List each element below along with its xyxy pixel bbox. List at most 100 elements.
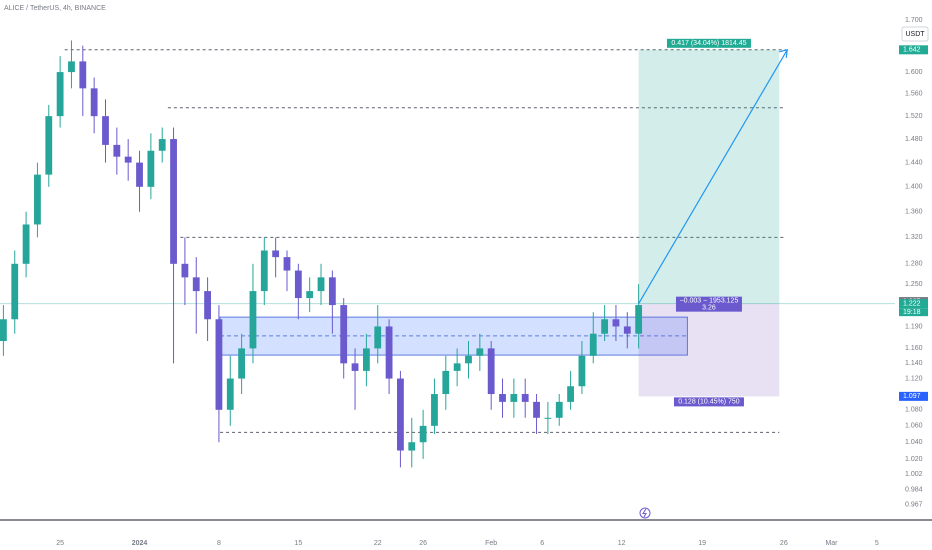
countdown-bg — [899, 308, 928, 317]
target-box — [638, 49, 780, 304]
candle-body — [79, 61, 87, 89]
candle-body — [431, 394, 438, 426]
stop-label-bg — [673, 397, 744, 407]
candle-body — [340, 305, 348, 364]
price-tag — [899, 299, 928, 309]
candle-body — [45, 116, 53, 175]
y-tick-label: 1.020 — [905, 456, 923, 463]
x-tick-label: 25 — [56, 540, 64, 547]
y-tick-label: 1.400 — [905, 184, 923, 191]
candle-body — [487, 348, 495, 395]
y-tick-label: 1.160 — [905, 345, 923, 352]
candle-body — [635, 305, 643, 334]
candle-body — [465, 355, 472, 364]
candle-body — [328, 277, 336, 306]
candle-body — [249, 291, 257, 349]
candle-body — [226, 378, 234, 410]
candle-body — [589, 333, 597, 356]
candle-body — [181, 263, 189, 278]
entry-label: −0.003 − 1953.125 — [680, 297, 739, 304]
candle-body — [601, 319, 609, 334]
candle-body — [567, 386, 574, 402]
candle-body — [192, 277, 200, 292]
x-tick-label: 5 — [875, 540, 879, 547]
candle-body — [419, 425, 427, 443]
candle-body — [147, 150, 155, 187]
arrow-head — [779, 49, 788, 58]
candle-body — [260, 250, 268, 292]
candle-body — [204, 291, 211, 320]
candle-body — [499, 394, 506, 402]
candle-body — [170, 139, 177, 264]
y-tick-label: 1.440 — [905, 159, 923, 166]
candle-body — [578, 355, 586, 387]
stop-label: 0.128 (10.45%) 750 — [678, 399, 740, 406]
candle-body — [623, 326, 631, 334]
x-tick-label: 8 — [217, 540, 221, 547]
countdown: 19:18 — [903, 309, 921, 316]
candle-body — [317, 277, 325, 292]
chart-title: ALICE / TetherUS, 4h, BINANCE — [4, 5, 106, 12]
y-tick-label: 1.190 — [905, 323, 923, 330]
candle-body — [68, 61, 75, 73]
candle-body — [408, 442, 416, 451]
y-tick-label: 1.480 — [905, 136, 923, 143]
candle-body — [238, 348, 246, 379]
y-tick-label: 1.080 — [905, 407, 923, 414]
y-tick-label: 1.040 — [905, 439, 923, 446]
y-tick-label: 1.280 — [905, 261, 923, 268]
x-tick-label: 15 — [294, 540, 302, 547]
x-tick-label: 6 — [540, 540, 544, 547]
currency[interactable]: USDT — [905, 31, 925, 38]
candle-body — [351, 363, 359, 371]
price-tag-label: 1.097 — [903, 393, 921, 400]
y-tick-label: 1.600 — [905, 69, 923, 76]
candle-body — [11, 263, 19, 320]
candle-body — [294, 270, 302, 299]
x-tick-label: Mar — [825, 540, 838, 547]
entry-sublabel: 3.26 — [702, 304, 716, 311]
candle-body — [476, 348, 484, 356]
y-tick-label: 0.967 — [905, 502, 923, 509]
y-tick-label: 1.320 — [905, 234, 923, 241]
x-tick-label: Feb — [485, 540, 497, 547]
candle-body — [510, 394, 518, 402]
x-tick-label: 2024 — [132, 540, 148, 547]
candle-body — [385, 326, 393, 379]
candle-body — [555, 401, 563, 418]
currency-box[interactable] — [901, 26, 929, 42]
candle-body — [0, 319, 7, 342]
candle-body — [374, 326, 382, 349]
y-tick-label: 1.002 — [905, 471, 923, 478]
candle-body — [124, 156, 132, 163]
x-tick-label: 22 — [374, 540, 382, 547]
candle-body — [272, 250, 280, 258]
candle-body — [442, 370, 450, 395]
candle-body — [90, 88, 98, 117]
candle-body — [102, 116, 109, 145]
candle-body — [34, 174, 41, 225]
candle-body — [612, 319, 620, 327]
y-tick-label: 1.250 — [905, 281, 923, 288]
candle-body — [453, 363, 461, 371]
x-tick-label: 26 — [780, 540, 788, 547]
projection-arrow — [638, 49, 788, 304]
candle-body — [136, 162, 143, 187]
price-tag-label: 1.222 — [903, 300, 921, 307]
candle-body — [56, 72, 64, 117]
candle-body — [22, 224, 30, 264]
candle-body — [521, 394, 529, 402]
y-tick-label: 1.360 — [905, 209, 923, 216]
target-label-bg — [666, 38, 751, 48]
y-tick-label: 1.560 — [905, 91, 923, 98]
y-tick-label: 1.700 — [905, 17, 923, 24]
candle-body — [306, 291, 314, 299]
target-label: 0.417 (34.04%) 1814.45 — [671, 40, 746, 47]
y-tick-label: 1.520 — [905, 113, 923, 120]
price-tag-label: 1.642 — [903, 47, 921, 54]
candle-body — [113, 144, 121, 157]
x-tick-label: 19 — [698, 540, 706, 547]
candle-body — [158, 139, 166, 151]
